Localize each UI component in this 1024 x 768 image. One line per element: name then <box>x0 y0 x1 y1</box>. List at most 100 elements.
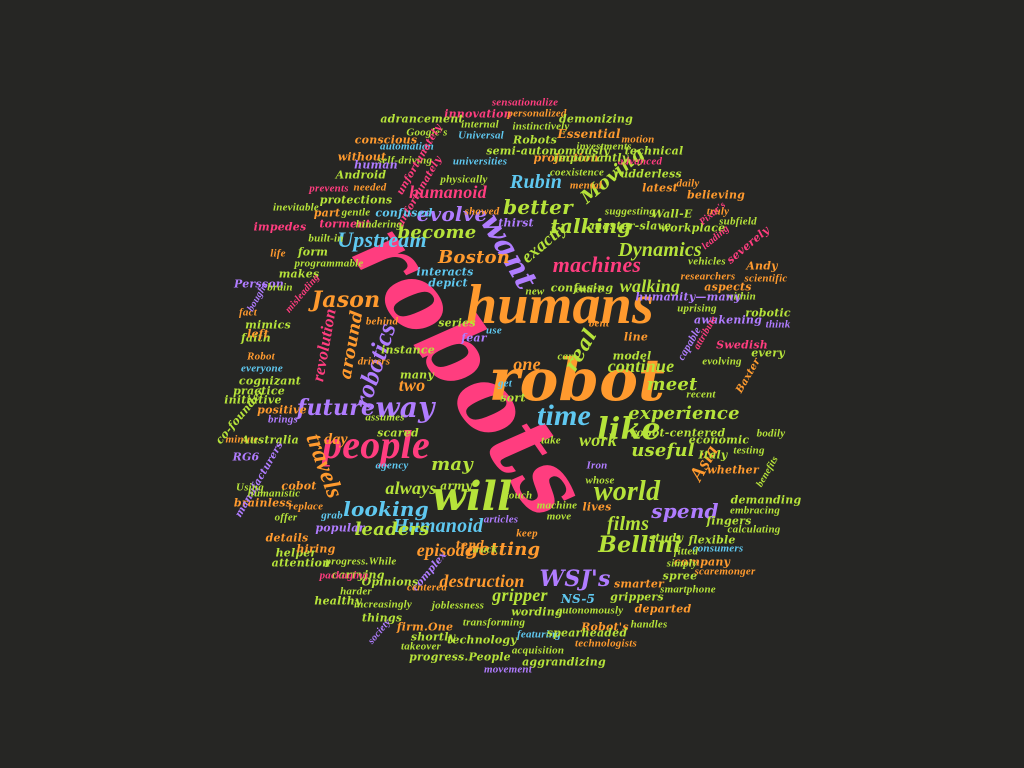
cloud-word: humanoid <box>409 182 487 202</box>
cloud-word: confused <box>375 206 433 220</box>
cloud-word: robot-centered <box>630 426 726 440</box>
cloud-word: line <box>623 330 649 344</box>
cloud-word: instinctively <box>512 120 570 133</box>
cloud-word: every <box>751 346 785 360</box>
cloud-word: universities <box>452 155 508 168</box>
cloud-word: grippers <box>610 590 664 604</box>
cloud-word: evolve <box>416 202 488 226</box>
cloud-word: packaging <box>319 569 369 582</box>
cloud-word: truly <box>706 205 730 218</box>
cloud-word: Dynamics <box>618 239 702 261</box>
cloud-word: agency <box>375 459 409 472</box>
cloud-word: will <box>431 473 513 520</box>
cloud-word: truck <box>472 543 498 556</box>
cloud-word: spree <box>662 569 698 583</box>
cloud-word: impedes <box>253 220 307 234</box>
cloud-word: consumers <box>692 542 744 555</box>
cloud-word: practice <box>233 384 285 398</box>
cloud-word: tend <box>455 538 485 552</box>
cloud-word: robot <box>488 346 666 414</box>
cloud-word: semi-autonomously <box>486 144 610 158</box>
cloud-word: showed <box>464 205 500 218</box>
cloud-word: assumes <box>365 411 405 424</box>
cloud-word: always <box>385 478 437 498</box>
cloud-word: hiring <box>296 542 336 556</box>
cloud-word: time <box>536 399 592 432</box>
cloud-word: helper <box>275 546 317 560</box>
cloud-word: master-slave <box>590 219 672 233</box>
cloud-word: mimics <box>245 318 291 332</box>
cloud-word: spend <box>651 499 719 523</box>
cloud-word: rudderless <box>614 167 682 181</box>
cloud-word: entire <box>575 283 603 296</box>
cloud-word: advanced <box>617 155 663 168</box>
cloud-word: machines <box>552 252 642 277</box>
cloud-word: spearheaded <box>546 626 628 640</box>
cloud-word: Persson <box>234 277 284 291</box>
cloud-word: things <box>361 611 403 625</box>
cloud-word: way <box>375 391 435 424</box>
cloud-word: Universal <box>458 129 504 142</box>
cloud-word: makes <box>278 267 320 281</box>
cloud-word: Italy <box>698 448 728 462</box>
cloud-word: getting <box>465 539 541 560</box>
cloud-word: drivers <box>357 355 391 368</box>
cloud-word: humans <box>466 274 654 336</box>
cloud-word: useful <box>631 440 695 461</box>
cloud-word: Robot <box>247 350 275 363</box>
cloud-word: simply <box>666 557 698 570</box>
cloud-word: WSJ's <box>539 566 611 592</box>
cloud-word: brainless <box>233 496 293 510</box>
cloud-word: joblessness <box>431 599 485 612</box>
cloud-word: talking <box>550 214 632 238</box>
cloud-word: Bellini <box>598 532 682 558</box>
cloud-word: Google's <box>406 126 448 139</box>
cloud-word: looking <box>343 497 429 521</box>
cloud-word: use <box>486 324 502 337</box>
cloud-word: left <box>247 327 269 341</box>
cloud-word: workplace <box>660 221 726 235</box>
cloud-word: increasingly <box>353 598 413 611</box>
cloud-word: calculating <box>727 523 781 536</box>
cloud-word: sort <box>500 391 526 405</box>
cloud-word: wording <box>511 605 563 619</box>
cloud-word: attention <box>271 556 331 570</box>
cloud-word: internal <box>461 118 499 131</box>
cloud-word: fear <box>461 331 487 345</box>
cloud-word: cognizant <box>238 374 302 388</box>
cloud-word: two <box>398 375 426 395</box>
cloud-word: needed <box>353 181 387 194</box>
cloud-word: work <box>579 430 617 450</box>
cloud-word: transforming <box>462 616 526 629</box>
cloud-word: autonomously <box>556 604 624 617</box>
cloud-word: one <box>513 354 541 374</box>
cloud-word: meet <box>646 374 698 395</box>
cloud-word: faith <box>240 331 272 345</box>
cloud-word: bodily <box>756 427 786 440</box>
cloud-word: latest <box>642 181 678 195</box>
cloud-word: smartphone <box>660 583 716 596</box>
cloud-word: bent <box>588 317 610 330</box>
cloud-word: demonizing <box>559 112 633 126</box>
cloud-word: technology <box>447 633 517 647</box>
cloud-word: NS-5 <box>560 592 596 606</box>
cloud-word: move <box>546 510 572 523</box>
cloud-word: programmable <box>294 257 364 270</box>
cloud-word: departed <box>634 602 692 616</box>
cloud-word: healthy <box>314 594 362 608</box>
cloud-word: study <box>648 531 684 545</box>
cloud-word: revolution <box>308 307 340 383</box>
cloud-word: everyone <box>241 362 283 375</box>
cloud-word: new <box>525 285 545 298</box>
cloud-word: innovation <box>444 107 512 121</box>
cloud-word: without <box>337 150 387 164</box>
cloud-word: prevents <box>309 182 349 195</box>
cloud-word: investments <box>576 140 632 153</box>
cloud-word: humanity—many <box>635 290 741 304</box>
cloud-word: Australia <box>240 433 300 447</box>
cloud-word: Robot's <box>581 620 629 634</box>
cloud-word: company <box>673 555 731 569</box>
cloud-word: leaders <box>354 519 430 540</box>
cloud-word: Android <box>335 168 387 182</box>
cloud-word: shortly <box>410 630 456 644</box>
